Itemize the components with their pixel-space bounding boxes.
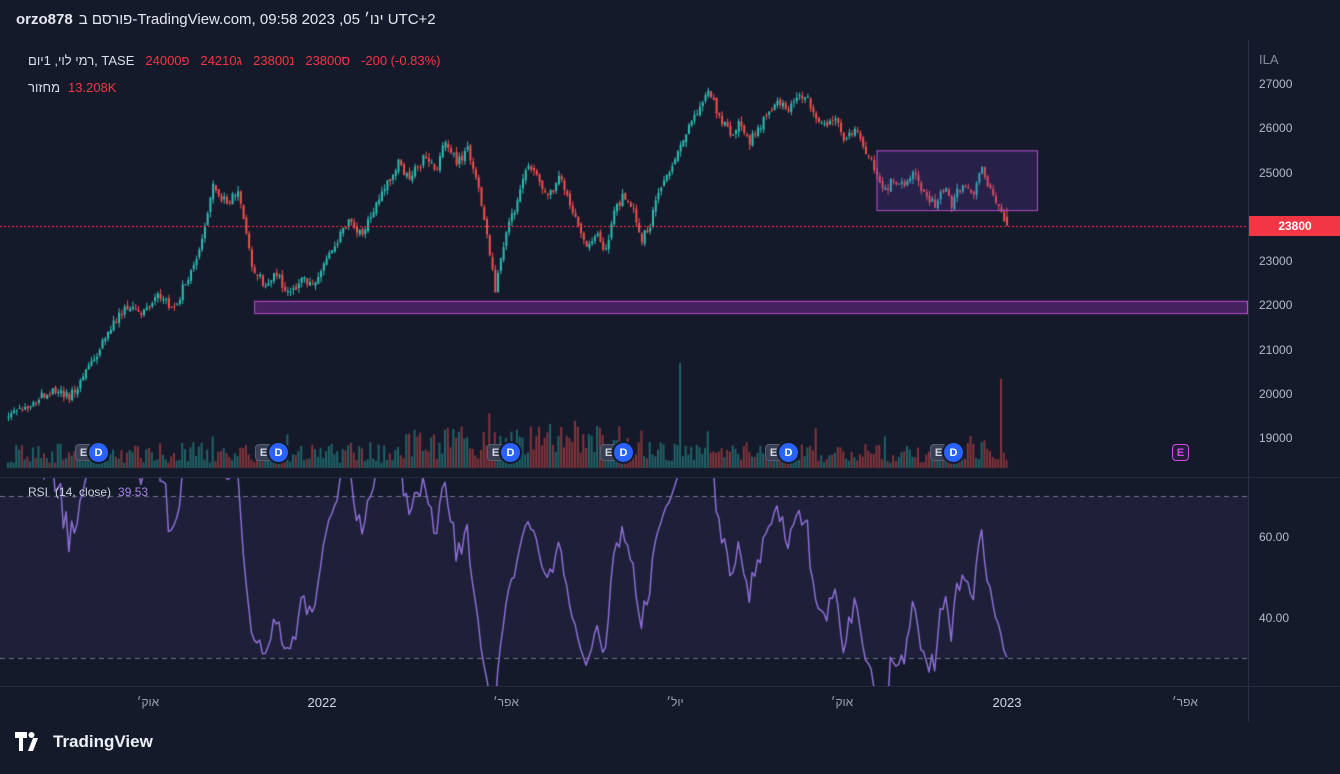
rsi-tick: 60.00 (1259, 529, 1290, 544)
price-tick: 22000 (1259, 298, 1293, 313)
rsi-value: 39.53 (118, 485, 149, 499)
currency-label: ILA (1259, 52, 1279, 67)
price-tick: 20000 (1259, 386, 1293, 401)
rsi-name: RSI (28, 485, 49, 499)
dividend-icon[interactable]: D (89, 443, 108, 462)
volume-legend: מחזור 13.208K (28, 80, 116, 95)
attribution-username: orzo878 (16, 11, 73, 28)
price-tick: 23000 (1259, 254, 1293, 269)
time-axis[interactable]: אוק׳ 2022 אפר׳ יול׳ אוק׳ 2023 אפר׳ (0, 686, 1248, 722)
tradingview-logo-icon[interactable] (14, 729, 44, 755)
symbol-title: רמי לוי, 1יום, TASE (28, 53, 135, 68)
time-label-month: אוק׳ (136, 695, 160, 709)
last-price-badge: 23800 (1249, 215, 1340, 236)
price-chart-canvas[interactable] (0, 40, 1248, 686)
dividend-icon[interactable]: D (944, 443, 963, 462)
price-tick: 27000 (1259, 77, 1293, 91)
earnings-icon[interactable]: E (600, 444, 617, 461)
footer: TradingView (14, 729, 153, 755)
attribution-text: פורסם ב-TradingView.com, 09:58 2023 ,05 … (78, 11, 436, 28)
attribution: orzo878 פורסם ב-TradingView.com, 09:58 2… (16, 11, 436, 28)
ohlc-open: פ24000 (145, 53, 190, 68)
time-label-year: 2022 (307, 695, 337, 710)
time-axis-separator (0, 686, 1340, 687)
ohlc-high: ג24210 (200, 53, 243, 68)
volume-label: מחזור (28, 80, 61, 95)
dividend-icon[interactable]: D (779, 443, 798, 462)
symbol-legend: רמי לוי, 1יום, TASE פ24000 ג24210 נ23800… (28, 53, 441, 68)
change-value: -200 (-0.83%) (361, 53, 441, 68)
ohlc-low: נ23800 (253, 53, 295, 68)
pane-separator[interactable] (0, 477, 1340, 478)
price-tick: 21000 (1259, 342, 1293, 357)
future-earnings-icon[interactable]: E (1172, 444, 1189, 461)
time-label-month: אוק׳ (830, 695, 854, 709)
tradingview-brand-text[interactable]: TradingView (53, 732, 153, 751)
time-label-month: אפר׳ (1172, 695, 1198, 709)
price-tick: 26000 (1259, 121, 1293, 136)
price-tick: 19000 (1259, 431, 1293, 446)
ohlc-close: ס23800 (305, 53, 351, 68)
rsi-legend: RSI (14, close) 39.53 (28, 485, 148, 499)
rsi-params: (14, close) (55, 485, 112, 499)
dividend-icon[interactable]: D (269, 443, 288, 462)
volume-value: 13.208K (68, 80, 117, 95)
price-tick: 25000 (1259, 165, 1293, 180)
time-label-year: 2023 (992, 695, 1022, 710)
price-axis[interactable]: ILA 23800 27000 26000 25000 23000 22000 21000… (1248, 40, 1340, 722)
dividend-icon[interactable]: D (614, 443, 633, 462)
time-label-month: יול׳ (666, 695, 684, 709)
rsi-tick: 40.00 (1259, 610, 1290, 625)
dividend-icon[interactable]: D (501, 443, 520, 462)
time-label-month: אפר׳ (493, 695, 519, 709)
